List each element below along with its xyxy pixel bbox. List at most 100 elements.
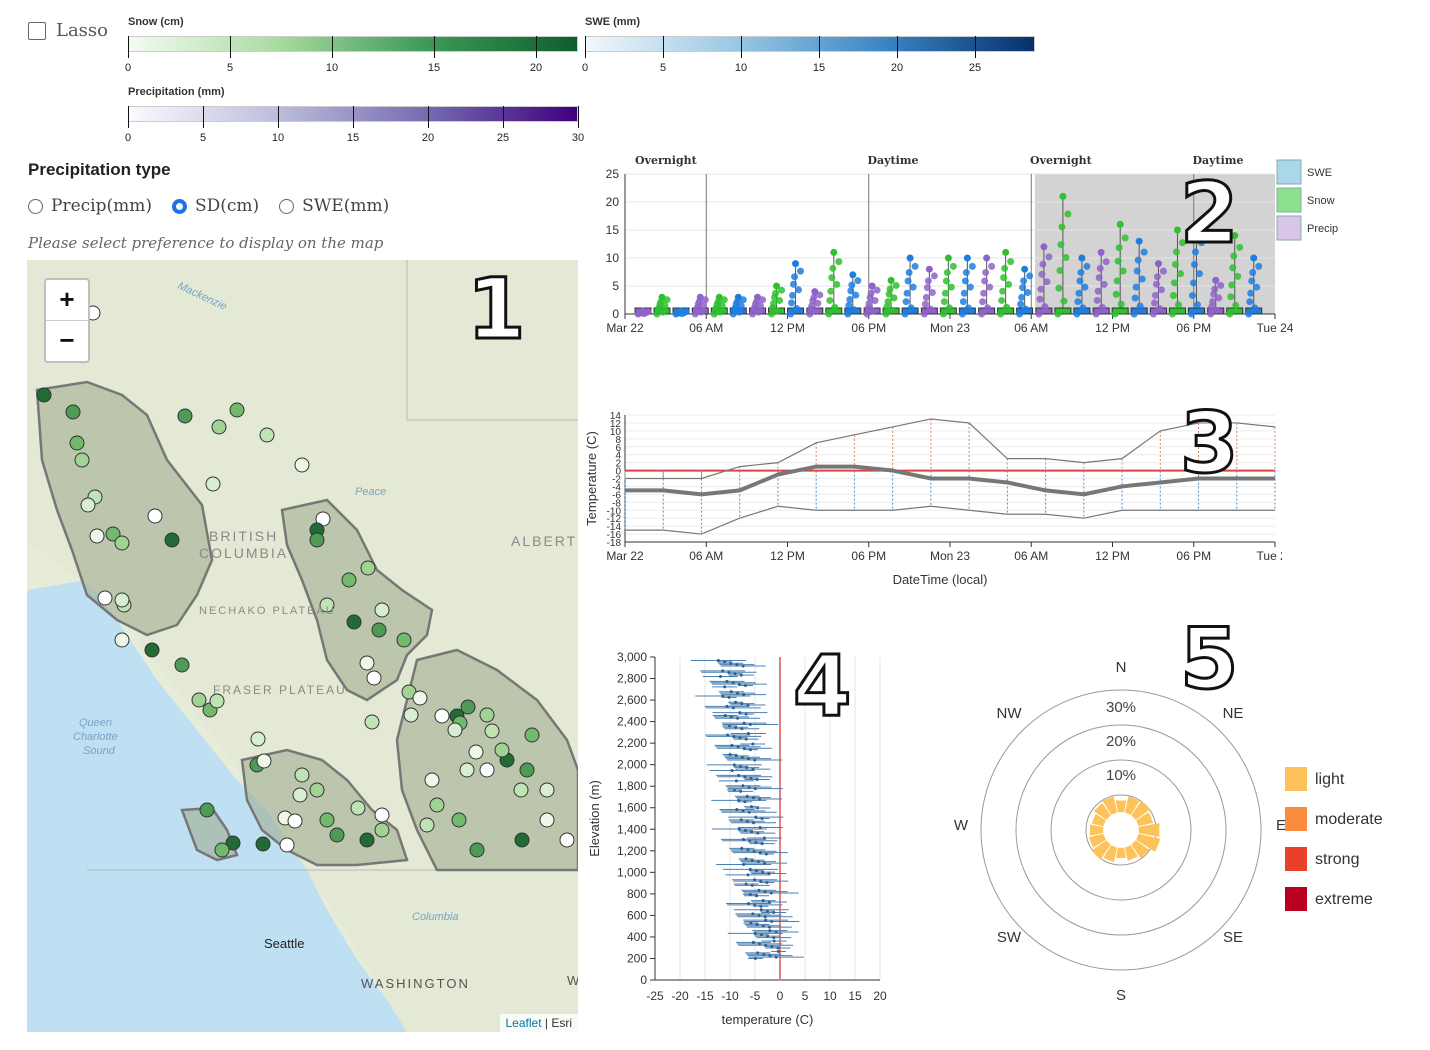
tick-label: 6 bbox=[615, 443, 621, 454]
data-point bbox=[731, 681, 735, 685]
data-point bbox=[766, 934, 770, 938]
data-point bbox=[829, 264, 837, 272]
data-point bbox=[769, 304, 777, 312]
tick-label: Mar 22 bbox=[606, 549, 644, 563]
data-point bbox=[768, 954, 772, 958]
map-panel[interactable]: BRITISH COLUMBIA ALBERT FRASER PLATEAU N… bbox=[27, 260, 578, 1032]
data-point bbox=[729, 715, 733, 719]
data-point bbox=[735, 691, 739, 695]
data-point bbox=[1217, 281, 1225, 289]
data-point bbox=[1248, 277, 1256, 285]
data-point bbox=[774, 930, 778, 934]
wind-rose-chart[interactable]: 10% 20% 30% N NE E SE S SW W NW light moderate strong… bbox=[935, 615, 1415, 1045]
data-point bbox=[883, 303, 891, 311]
data-point bbox=[869, 307, 877, 315]
data-point bbox=[980, 289, 988, 297]
data-point bbox=[888, 306, 896, 314]
data-point bbox=[740, 846, 744, 850]
data-point bbox=[739, 673, 743, 677]
data-point bbox=[1236, 243, 1244, 251]
station-marker bbox=[514, 832, 530, 848]
data-point bbox=[658, 293, 666, 301]
data-point bbox=[943, 269, 951, 277]
data-point bbox=[831, 303, 839, 311]
data-point bbox=[754, 840, 758, 844]
data-point bbox=[776, 297, 784, 305]
data-point bbox=[1155, 304, 1163, 312]
lasso-checkbox[interactable] bbox=[28, 21, 46, 40]
data-point bbox=[751, 940, 755, 944]
radio-swe-circle[interactable] bbox=[279, 198, 295, 214]
data-point bbox=[1135, 237, 1143, 245]
precip-legend-title: Precipitation (mm) bbox=[128, 86, 225, 98]
radio-sd-circle[interactable] bbox=[171, 198, 187, 214]
data-point bbox=[753, 878, 757, 882]
label-fraser: FRASER PLATEAU bbox=[213, 683, 347, 697]
data-point bbox=[1022, 305, 1030, 313]
panel-number-1: 1 bbox=[465, 260, 526, 360]
data-point bbox=[1131, 294, 1139, 302]
data-point bbox=[1113, 277, 1121, 285]
data-point bbox=[827, 287, 835, 295]
data-point bbox=[844, 310, 852, 318]
data-point bbox=[1093, 296, 1101, 304]
data-point bbox=[1245, 310, 1253, 318]
data-point bbox=[1234, 272, 1242, 280]
legend-tick bbox=[663, 36, 664, 58]
data-point bbox=[887, 276, 895, 284]
rose-petal bbox=[1136, 833, 1161, 852]
station-marker bbox=[341, 572, 357, 588]
tick-label: 200 bbox=[627, 951, 647, 965]
data-point bbox=[725, 679, 729, 683]
radio-sd[interactable]: SD(cm) bbox=[171, 196, 259, 216]
data-point bbox=[751, 742, 755, 746]
tick-label: 12 PM bbox=[770, 321, 805, 335]
map-canvas[interactable]: BRITISH COLUMBIA ALBERT FRASER PLATEAU N… bbox=[27, 260, 578, 1032]
data-point bbox=[725, 704, 729, 708]
station-marker bbox=[366, 670, 382, 686]
data-point bbox=[854, 277, 862, 285]
tick-label: 06 PM bbox=[851, 549, 886, 563]
lasso-toggle[interactable]: Lasso bbox=[28, 20, 108, 41]
legend-label: extreme bbox=[1315, 891, 1373, 908]
data-point bbox=[754, 869, 758, 873]
data-point bbox=[901, 310, 909, 318]
radio-precip[interactable]: Precip(mm) bbox=[28, 196, 152, 216]
data-point bbox=[743, 800, 747, 804]
ring-label: 30% bbox=[1106, 699, 1136, 716]
data-point bbox=[774, 307, 782, 315]
leaflet-link[interactable]: Leaflet bbox=[505, 1016, 542, 1030]
radio-swe[interactable]: SWE(mm) bbox=[279, 196, 389, 216]
station-marker bbox=[74, 452, 90, 468]
data-point bbox=[864, 304, 872, 312]
x-axis-label: DateTime (local) bbox=[893, 572, 988, 587]
tick-label: Mar 22 bbox=[606, 321, 644, 335]
legend-tick bbox=[975, 36, 976, 58]
tick-label: 06 AM bbox=[1014, 321, 1048, 335]
zoom-out-button[interactable]: − bbox=[59, 325, 75, 355]
data-point bbox=[751, 767, 755, 771]
data-point bbox=[692, 306, 700, 314]
data-point bbox=[748, 839, 752, 843]
data-point bbox=[982, 269, 990, 277]
lasso-label: Lasso bbox=[56, 20, 108, 41]
rose-petal bbox=[1131, 840, 1150, 859]
data-point bbox=[825, 310, 833, 318]
data-point bbox=[1187, 310, 1195, 318]
data-point bbox=[677, 307, 685, 315]
elevation-chart[interactable]: -25 -20 -15 -10 -5 0 5 10 15 2002004006008001,000… bbox=[585, 635, 915, 1035]
radio-precip-circle[interactable] bbox=[28, 198, 43, 214]
tick-label: 0 bbox=[777, 989, 784, 1003]
precip-strip-chart[interactable]: 0 5 10 15 20 25 Mar 22 06 AM 12 PM 06 PM Mon 23 06 … bbox=[585, 152, 1365, 347]
tick-label: 06 PM bbox=[1176, 549, 1211, 563]
legend-tick-label: 25 bbox=[496, 132, 510, 144]
data-point bbox=[1115, 244, 1123, 252]
data-point bbox=[734, 725, 738, 729]
zoom-in-button[interactable]: + bbox=[46, 280, 88, 321]
label-peace: Peace bbox=[355, 486, 386, 498]
station-markers[interactable] bbox=[36, 305, 575, 858]
data-point bbox=[882, 310, 890, 318]
data-point bbox=[759, 908, 763, 912]
station-marker bbox=[209, 693, 225, 709]
